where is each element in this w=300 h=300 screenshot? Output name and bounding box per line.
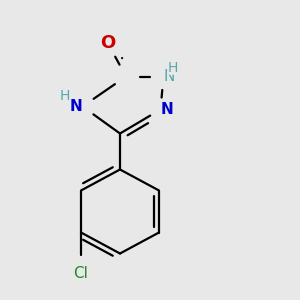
Text: H: H [59,89,70,103]
Text: N: N [164,69,175,84]
Text: N: N [160,102,173,117]
Text: H: H [167,61,178,74]
Text: O: O [100,34,116,52]
Text: N: N [70,99,83,114]
Text: Cl: Cl [74,266,88,280]
